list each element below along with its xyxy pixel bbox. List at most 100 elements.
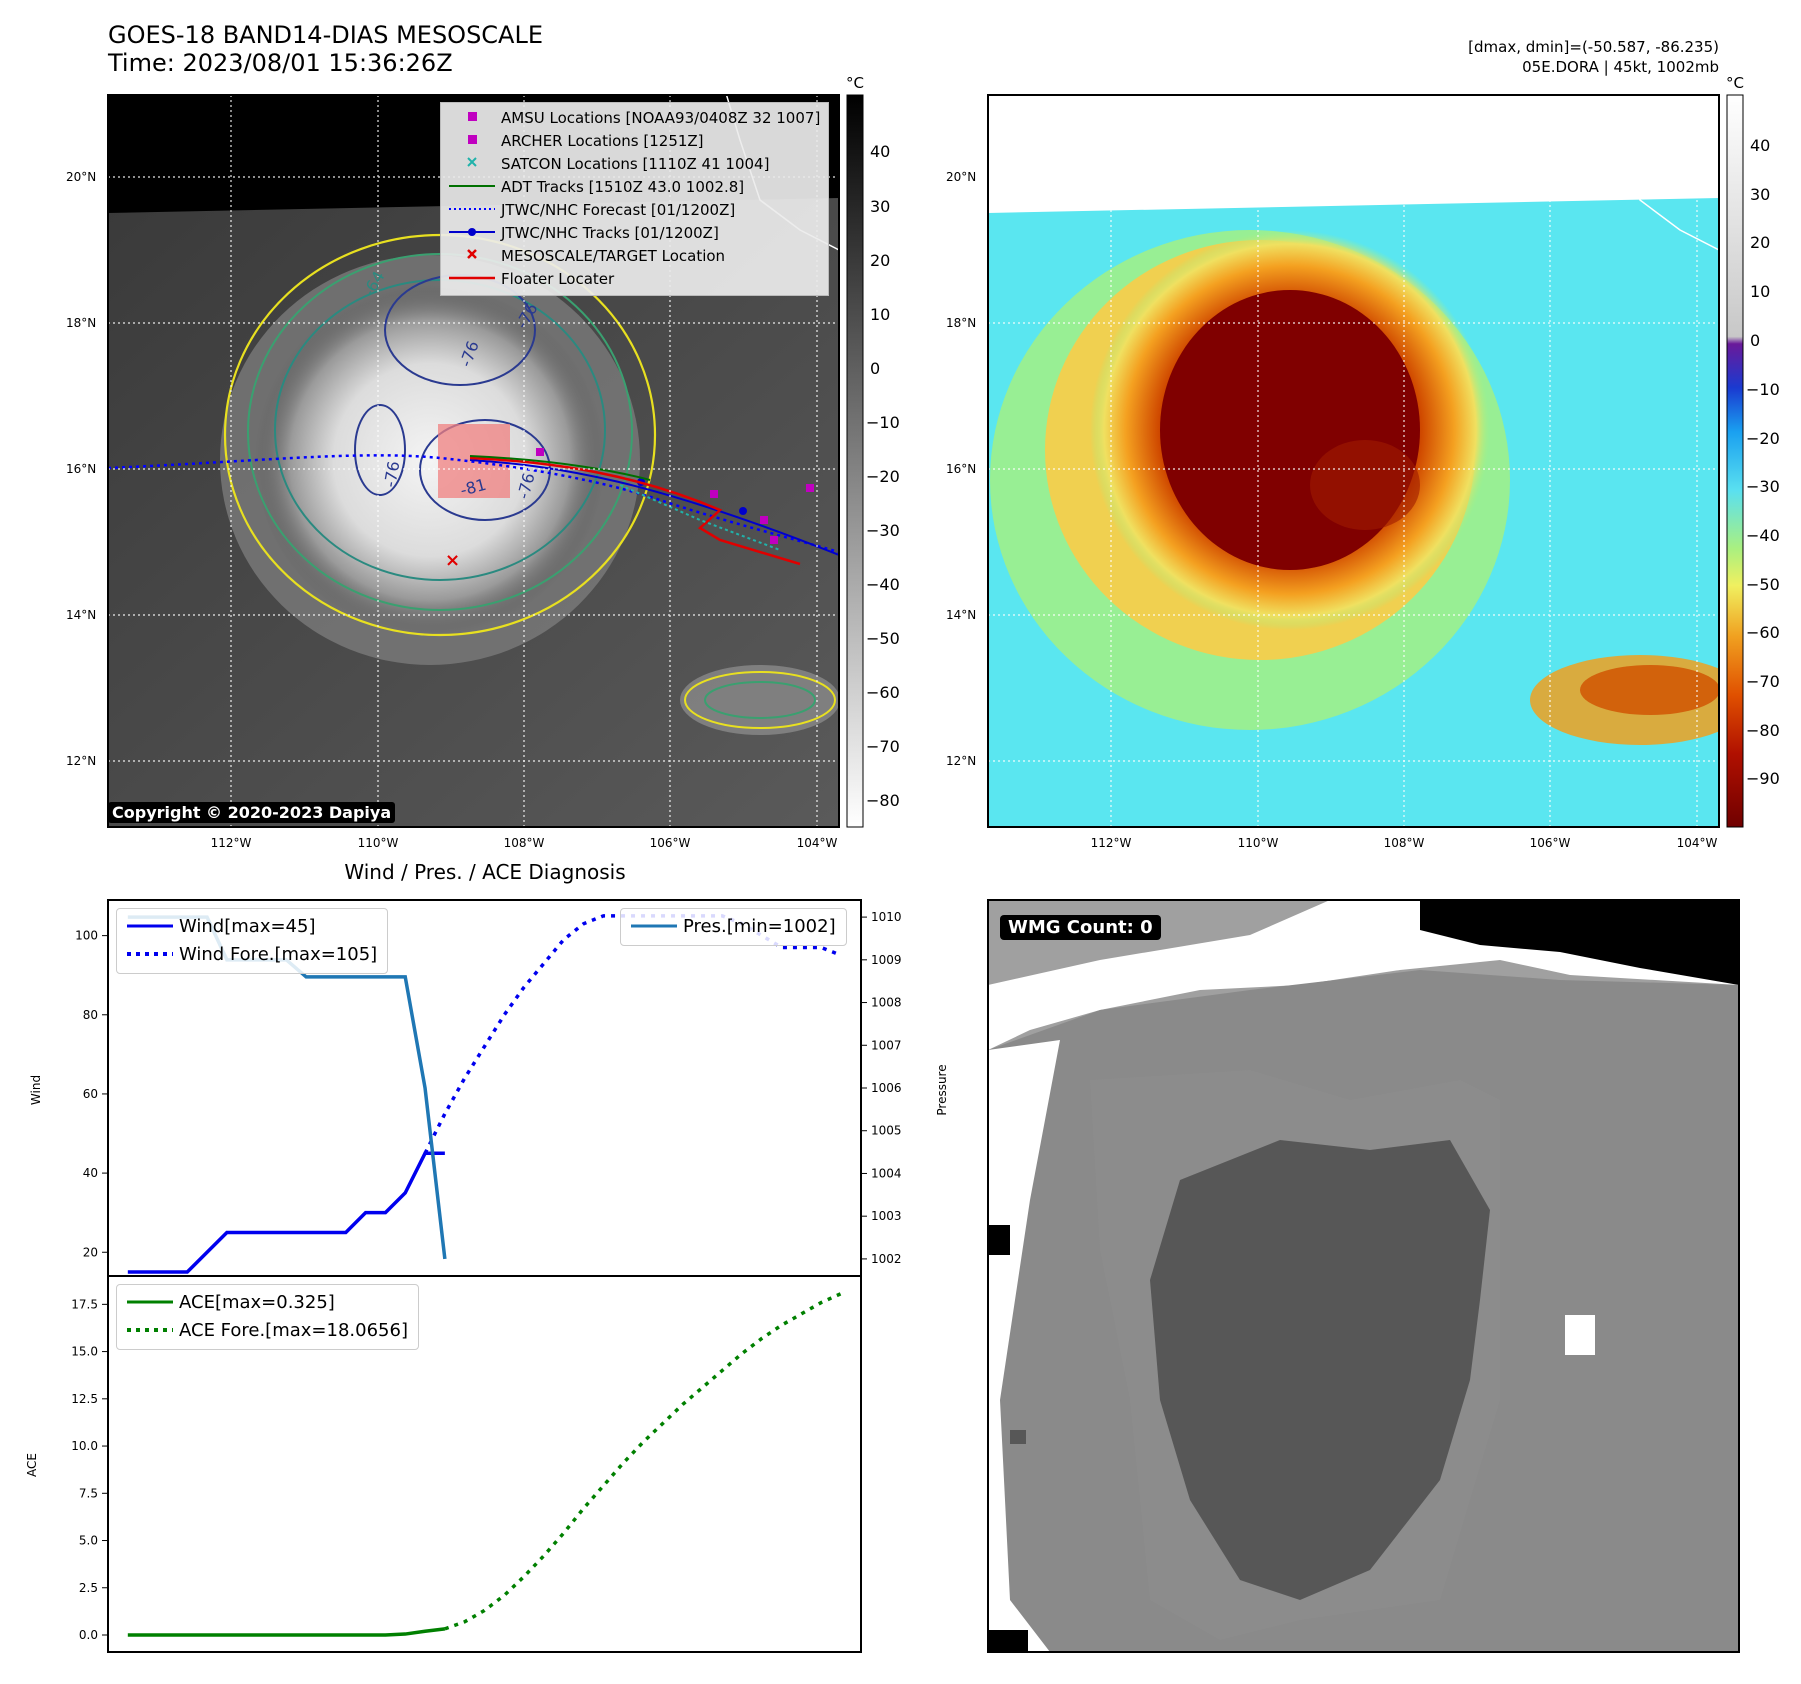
cb-tick: −60 bbox=[866, 683, 900, 702]
contour-label: -76 bbox=[380, 460, 403, 489]
line-icon bbox=[449, 176, 495, 199]
map2-lat-labels: 20°N 18°N 16°N 14°N 12°N bbox=[946, 170, 976, 768]
cb-tick: 10 bbox=[1750, 282, 1770, 301]
tick-label: 100 bbox=[75, 929, 98, 943]
tick-label: 1009 bbox=[871, 953, 902, 967]
tick-label: 12.5 bbox=[71, 1392, 98, 1406]
legend-item-wind-fore: Wind Fore.[max=105] bbox=[127, 941, 377, 969]
map1-lat-labels: 20°N 18°N 16°N 14°N 12°N bbox=[66, 170, 96, 768]
cb-tick: −10 bbox=[1746, 380, 1780, 399]
wmg-count-badge: WMG Count: 0 bbox=[1000, 915, 1161, 940]
tick-label: 5.0 bbox=[79, 1534, 98, 1548]
lat-label: 16°N bbox=[66, 462, 96, 476]
legend-item-ace: ACE[max=0.325] bbox=[127, 1289, 408, 1317]
cb-tick: −10 bbox=[866, 413, 900, 432]
figure-title: GOES-18 BAND14-DIAS MESOSCALE bbox=[108, 21, 544, 49]
map1-lon-labels: 112°W 110°W 108°W 106°W 104°W bbox=[211, 836, 838, 850]
tick-label: 17.5 bbox=[71, 1297, 98, 1311]
cb-tick: −30 bbox=[866, 521, 900, 540]
lon-label: 110°W bbox=[1238, 836, 1279, 850]
ace-yticks: 17.5 15.0 12.5 10.0 7.5 5.0 2.5 0.0 bbox=[71, 1297, 108, 1642]
cb-tick: −40 bbox=[1746, 526, 1780, 545]
colorbar-gray bbox=[846, 94, 864, 828]
cb-tick: −80 bbox=[1746, 721, 1780, 740]
colorbar-enhanced bbox=[1726, 94, 1744, 828]
lat-label: 14°N bbox=[66, 608, 96, 622]
lat-label: 14°N bbox=[946, 608, 976, 622]
cb-tick: −50 bbox=[866, 629, 900, 648]
wind-axis-label: Wind bbox=[29, 1075, 43, 1105]
lon-label: 104°W bbox=[1677, 836, 1718, 850]
series-line bbox=[127, 1151, 445, 1274]
legend-label: ARCHER Locations [1251Z] bbox=[501, 132, 704, 150]
lon-label: 108°W bbox=[1384, 836, 1425, 850]
lat-label: 20°N bbox=[66, 170, 96, 184]
cb-tick: −70 bbox=[1746, 672, 1780, 691]
storm-info-label: 05E.DORA | 45kt, 1002mb bbox=[1522, 58, 1719, 76]
legend-item-forecast: JTWC/NHC Forecast [01/1200Z] bbox=[449, 199, 820, 222]
cb-tick: −30 bbox=[1746, 477, 1780, 496]
tick-label: 40 bbox=[83, 1166, 98, 1180]
tick-label: 0.0 bbox=[79, 1628, 98, 1642]
lat-label: 18°N bbox=[66, 316, 96, 330]
legend-item-ace-fore: ACE Fore.[max=18.0656] bbox=[127, 1317, 408, 1345]
lat-label: 18°N bbox=[946, 316, 976, 330]
line-icon bbox=[631, 913, 677, 941]
tick-label: 2.5 bbox=[79, 1581, 98, 1595]
colorbar-gray-unit: °C bbox=[846, 74, 864, 92]
ace-axis-label: ACE bbox=[25, 1453, 39, 1477]
tick-label: 1007 bbox=[871, 1038, 902, 1052]
pressure-axis-label: Pressure bbox=[935, 1064, 949, 1115]
x-marker-icon bbox=[449, 245, 495, 268]
cb-tick: −40 bbox=[866, 575, 900, 594]
map2-lon-labels: 112°W 110°W 108°W 106°W 104°W bbox=[1091, 836, 1718, 850]
square-marker-icon bbox=[449, 130, 495, 153]
cb-tick: −90 bbox=[1746, 769, 1780, 788]
legend-item-amsu: AMSU Locations [NOAA93/0408Z 32 1007] bbox=[449, 107, 820, 130]
copyright-badge: Copyright © 2020-2023 Dapiya bbox=[108, 802, 396, 823]
legend-label: ADT Tracks [1510Z 43.0 1002.8] bbox=[501, 178, 745, 196]
legend-label: Floater Locater bbox=[501, 270, 615, 288]
tick-label: 7.5 bbox=[79, 1486, 98, 1500]
ace-legend: ACE[max=0.325] ACE Fore.[max=18.0656] bbox=[116, 1284, 419, 1350]
x-marker-icon bbox=[449, 153, 495, 176]
lon-label: 106°W bbox=[1530, 836, 1571, 850]
cb-tick: −20 bbox=[866, 467, 900, 486]
cb-tick: 40 bbox=[870, 142, 890, 161]
line-icon bbox=[127, 1289, 173, 1317]
cb-tick: −70 bbox=[866, 737, 900, 756]
cb-tick: 30 bbox=[870, 197, 890, 216]
cb-tick: 40 bbox=[1750, 136, 1770, 155]
legend-label: AMSU Locations [NOAA93/0408Z 32 1007] bbox=[501, 109, 821, 127]
cb-tick: −50 bbox=[1746, 575, 1780, 594]
legend-label: JTWC/NHC Tracks [01/1200Z] bbox=[501, 224, 719, 242]
lat-label: 16°N bbox=[946, 462, 976, 476]
cb-tick: −60 bbox=[1746, 623, 1780, 642]
tick-label: 1006 bbox=[871, 1081, 902, 1095]
tick-label: 15.0 bbox=[71, 1345, 98, 1359]
tick-label: 1003 bbox=[871, 1209, 902, 1223]
colorbar-enh-unit: °C bbox=[1726, 74, 1744, 92]
lat-label: 12°N bbox=[66, 754, 96, 768]
ir-gray-map: × bbox=[108, 95, 839, 827]
dotted-line-icon bbox=[127, 941, 173, 969]
legend-label: SATCON Locations [1110Z 41 1004] bbox=[501, 155, 770, 173]
legend-item-satcon: SATCON Locations [1110Z 41 1004] bbox=[449, 153, 820, 176]
ir-enhanced-map bbox=[988, 95, 1719, 827]
legend-item-adt: ADT Tracks [1510Z 43.0 1002.8] bbox=[449, 176, 820, 199]
lon-label: 106°W bbox=[650, 836, 691, 850]
legend-label: ACE[max=0.325] bbox=[179, 1292, 335, 1313]
square-marker-icon bbox=[449, 107, 495, 130]
tick-label: 1010 bbox=[871, 910, 902, 924]
wmg-panel bbox=[987, 899, 1740, 1653]
legend-label: ACE Fore.[max=18.0656] bbox=[179, 1320, 408, 1341]
lon-label: 112°W bbox=[211, 836, 252, 850]
dotted-line-icon bbox=[127, 1317, 173, 1345]
tick-label: 1002 bbox=[871, 1252, 902, 1266]
map-legend: AMSU Locations [NOAA93/0408Z 32 1007] AR… bbox=[440, 102, 830, 296]
legend-item-archer: ARCHER Locations [1251Z] bbox=[449, 130, 820, 153]
dotted-line-icon bbox=[449, 199, 495, 222]
cb-tick: 20 bbox=[870, 251, 890, 270]
legend-label: Pres.[min=1002] bbox=[683, 916, 836, 937]
